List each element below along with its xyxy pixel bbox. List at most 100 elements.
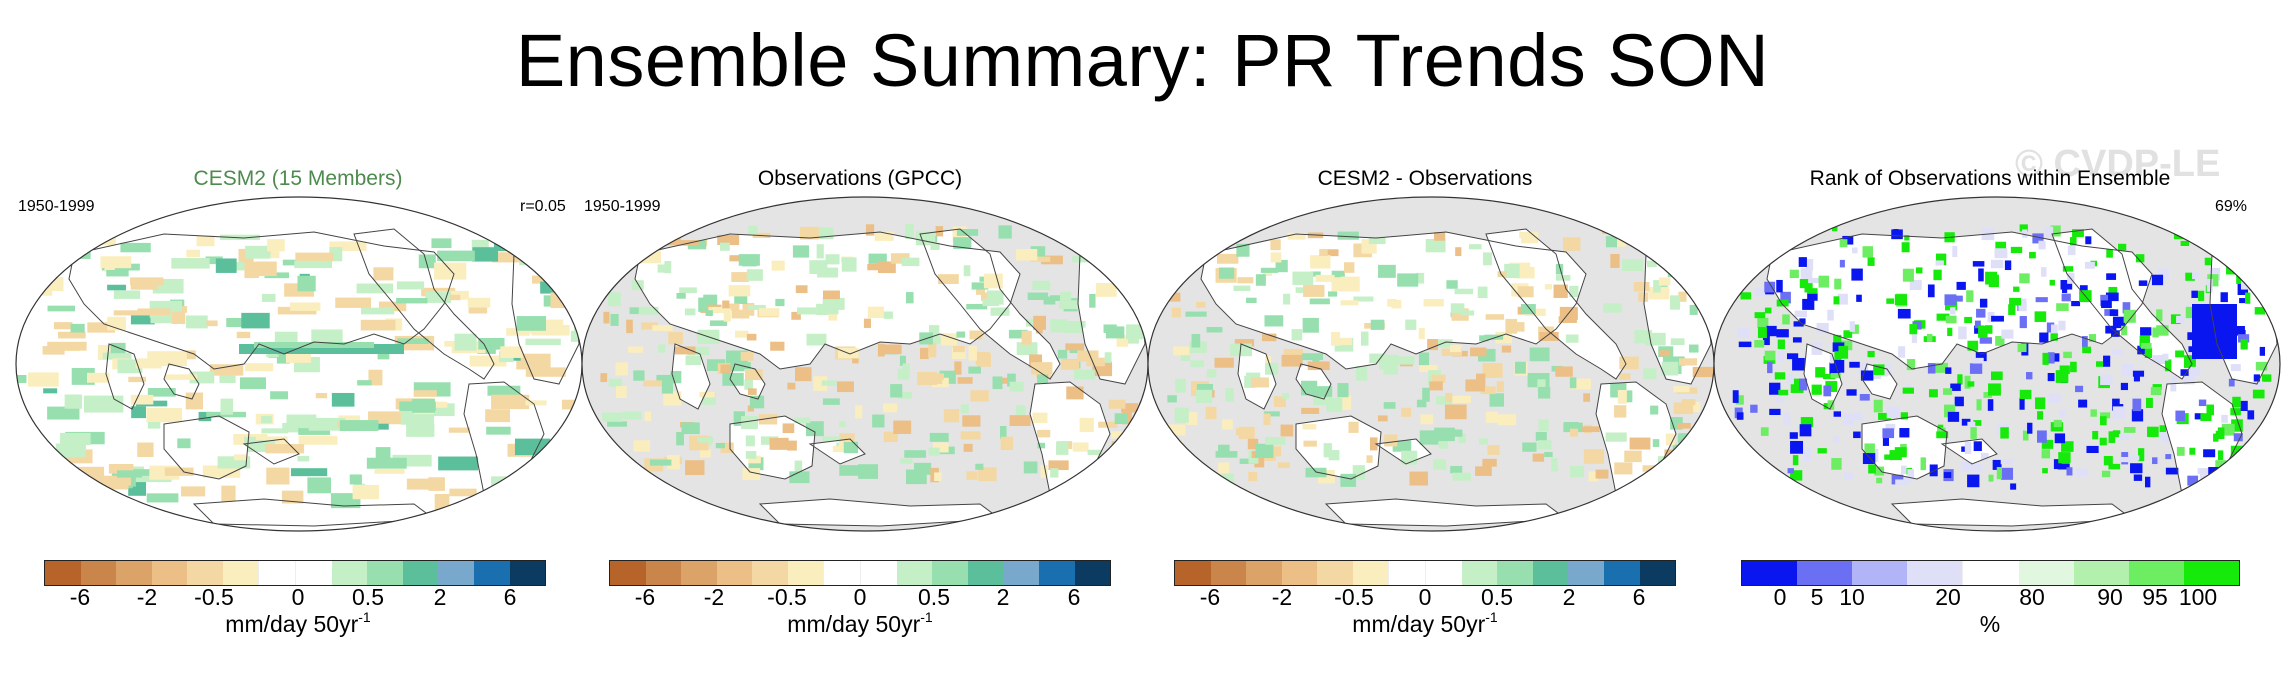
field-cell	[805, 421, 824, 437]
colorbar-swatch	[1497, 561, 1533, 585]
field-cell	[1436, 396, 1453, 405]
field-cell	[1237, 277, 1254, 284]
field-cell	[1509, 262, 1531, 274]
field-cell	[561, 399, 582, 410]
field-cell	[2050, 333, 2058, 341]
field-cell	[954, 361, 962, 375]
field-cell	[794, 460, 803, 476]
field-cell	[1853, 412, 1863, 421]
field-cell	[1873, 399, 1883, 413]
field-cell	[1016, 342, 1038, 356]
field-cell	[1960, 461, 1973, 472]
colorbar-swatch	[151, 561, 188, 585]
field-cell	[1538, 419, 1549, 432]
field-cell	[667, 455, 680, 470]
field-cell	[1732, 390, 1739, 403]
field-cell	[412, 398, 435, 413]
field-cell	[1077, 350, 1099, 362]
field-cell	[2100, 412, 2111, 419]
field-cell	[1829, 354, 1836, 364]
field-cell	[533, 480, 546, 495]
field-cell	[1283, 293, 1291, 305]
land-mask	[1296, 416, 1381, 479]
field-cell	[902, 363, 910, 378]
field-cell	[1764, 281, 1776, 293]
field-cell	[1818, 275, 1830, 288]
field-cell	[215, 258, 237, 273]
field-cell	[628, 233, 646, 242]
field-cell	[27, 372, 59, 387]
field-cell	[2152, 457, 2158, 465]
field-cell	[2228, 378, 2235, 387]
field-cell	[699, 449, 711, 458]
field-cell	[978, 467, 997, 482]
field-cell	[745, 435, 755, 447]
coastline	[1295, 415, 1382, 480]
field-cell	[708, 306, 727, 314]
field-cell	[2156, 325, 2169, 336]
field-cell	[53, 322, 73, 330]
field-cell	[1737, 327, 1750, 339]
field-cell	[2198, 290, 2205, 301]
field-cell	[745, 369, 763, 381]
field-cell	[1614, 405, 1627, 418]
colorbar-tick-label: 100	[2178, 584, 2218, 610]
field-cell	[83, 395, 124, 413]
field-cell	[2042, 352, 2049, 365]
field-cell	[1947, 411, 1960, 422]
field-cell	[2215, 460, 2227, 471]
field-cell	[43, 388, 58, 394]
field-cell	[2101, 300, 2112, 309]
field-cell	[1282, 393, 1289, 399]
field-cell	[113, 310, 152, 316]
field-cell	[1878, 412, 1891, 420]
field-cell	[956, 331, 966, 338]
field-cell	[856, 465, 877, 473]
field-cell	[1744, 262, 1751, 274]
field-cell	[1262, 333, 1277, 342]
field-cell	[2088, 334, 2097, 342]
field-cell	[1935, 260, 1944, 266]
field-cell	[839, 433, 855, 441]
field-cell	[1614, 462, 1633, 475]
field-cell	[1793, 378, 1802, 387]
field-cell	[1248, 471, 1258, 482]
field-cell	[1170, 237, 1177, 252]
field-cell	[2242, 469, 2249, 479]
field-cell	[1807, 292, 1818, 301]
field-cell	[1094, 467, 1111, 476]
field-cell	[1972, 357, 1984, 364]
field-cell	[1355, 366, 1368, 381]
field-cell	[2092, 430, 2099, 440]
field-cell	[2162, 353, 2169, 361]
field-cell	[697, 437, 714, 443]
field-cell	[770, 341, 785, 351]
field-cell	[644, 411, 652, 422]
field-cell	[1692, 366, 1714, 378]
field-cell	[734, 293, 748, 305]
field-cell	[1991, 315, 2004, 322]
field-cell	[2184, 231, 2196, 240]
field-cell	[1851, 324, 1859, 334]
field-cell	[2198, 399, 2207, 407]
field-cell	[261, 415, 272, 424]
field-cell	[1952, 246, 1958, 258]
field-cell	[2139, 335, 2150, 348]
colorbar-tick-label: 6	[503, 584, 517, 610]
field-cell	[1477, 286, 1488, 299]
field-cell	[1735, 458, 1746, 465]
field-cell	[1260, 267, 1279, 273]
field-cell	[329, 241, 367, 251]
field-cell	[2057, 463, 2070, 470]
field-cell	[171, 258, 210, 269]
colorbar-swatch	[1074, 561, 1111, 585]
field-cell	[2217, 245, 2224, 258]
field-cell	[137, 308, 171, 315]
field-cell	[1969, 363, 1983, 374]
field-cell	[731, 309, 750, 319]
field-cell	[1738, 458, 1747, 472]
field-cell	[2175, 350, 2185, 358]
field-cell	[900, 458, 913, 464]
colorbar-tick-label: -2	[703, 584, 725, 610]
field-cell	[2180, 240, 2190, 247]
